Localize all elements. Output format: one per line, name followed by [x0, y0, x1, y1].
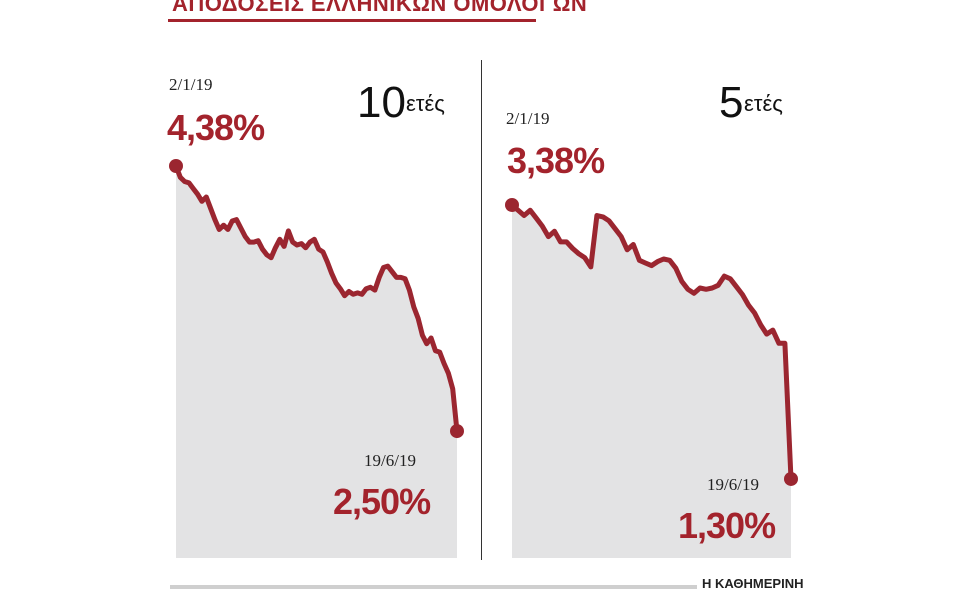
- end-date-10y: 19/6/19: [364, 451, 416, 470]
- area-fill-10y: [176, 166, 457, 558]
- yield-line-10y: [173, 163, 460, 434]
- start-value-10y: 4,38%: [167, 107, 265, 148]
- start-date-10y: 2/1/19: [169, 75, 212, 94]
- end-value-5y: 1,30%: [678, 505, 776, 546]
- source-credit: Η ΚΑΘΗΜΕΡΙΝΗ: [702, 576, 804, 591]
- footer-rule: [170, 585, 697, 589]
- title-underline: [168, 19, 536, 22]
- chart-5y: 2/1/19 3,38% 5 ετές 19/6/19 1,30%: [505, 78, 798, 558]
- start-value-5y: 3,38%: [507, 140, 605, 181]
- area-fill-5y: [512, 205, 791, 558]
- maturity-number-10y: 10: [357, 78, 406, 127]
- start-date-5y: 2/1/19: [506, 109, 549, 128]
- yield-line-5y: [509, 202, 794, 482]
- start-point-10y: [169, 159, 183, 173]
- start-point-5y: [505, 198, 519, 212]
- maturity-number-5y: 5: [719, 78, 743, 127]
- end-point-5y: [784, 471, 798, 486]
- infographic-title: ΑΠΟΔΟΣΕΙΣ ΕΛΛΗΝΙΚΩΝ ΟΜΟΛΟΓΩΝ: [172, 0, 588, 16]
- panel-divider: [481, 60, 482, 560]
- maturity-unit-5y: ετές: [744, 91, 783, 116]
- end-point-10y: [450, 424, 464, 439]
- chart-10y: 2/1/19 4,38% 10 ετές 19/6/19 2,50%: [167, 75, 464, 558]
- maturity-unit-10y: ετές: [406, 91, 445, 116]
- end-date-5y: 19/6/19: [707, 475, 759, 494]
- end-value-10y: 2,50%: [333, 481, 431, 522]
